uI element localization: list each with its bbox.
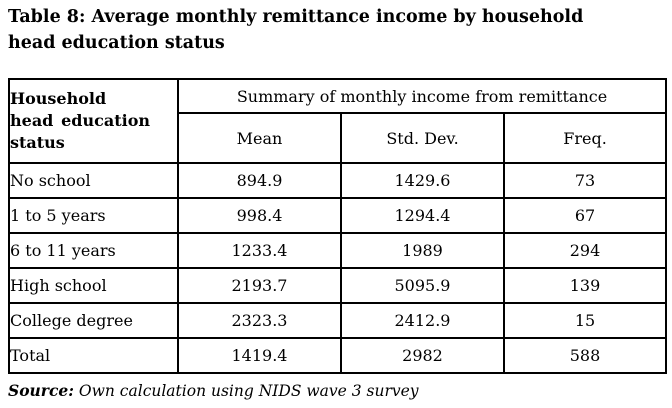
row-label: No school [8,162,179,199]
freq-value: 294 [502,232,668,269]
std-dev-value: 1989 [340,232,505,269]
mean-value: 894.9 [177,162,342,199]
table-title: Table 8: Average monthly remittance inco… [8,7,584,53]
table-row: No school 894.9 1429.6 73 [8,162,668,199]
col-header-mean: Mean [177,112,342,164]
row-label: Total [8,337,179,374]
row-header-label: Household head education status [10,89,150,152]
std-dev-value: 2982 [340,337,505,374]
row-label: 1 to 5 years [8,197,179,234]
header-row-group: Household head education status Summary … [8,78,668,164]
table-row: 1 to 5 years 998.4 1294.4 67 [8,197,668,234]
table-row: High school 2193.7 5095.9 139 [8,267,668,304]
source-text: Own calculation using NIDS wave 3 survey [74,382,419,400]
std-dev-value: 2412.9 [340,302,505,339]
mean-value: 2193.7 [177,267,342,304]
table-row: College degree 2323.3 2412.9 15 [8,302,668,339]
freq-value: 139 [502,267,668,304]
std-dev-value: 1294.4 [340,197,505,234]
table-row-total: Total 1419.4 2982 588 [8,337,668,374]
group-header-cell: Summary of monthly income from remittanc… [176,78,668,114]
row-label: College degree [8,302,179,339]
mean-value: 1419.4 [177,337,342,374]
mean-value: 2323.3 [177,302,342,339]
mean-value: 998.4 [177,197,342,234]
freq-value: 15 [502,302,668,339]
row-label: High school [8,267,179,304]
remittance-table: Household head education status Summary … [8,78,668,374]
freq-value: 67 [502,197,668,234]
header-row-columns: Mean Std. Dev. Freq. [9,112,668,164]
freq-value: 73 [502,162,668,199]
std-dev-value: 5095.9 [340,267,505,304]
std-dev-value: 1429.6 [340,162,505,199]
row-label: 6 to 11 years [8,232,179,269]
source-label: Source: [8,381,74,400]
col-header-std-dev: Std. Dev. [340,112,505,164]
mean-value: 1233.4 [177,232,342,269]
table-row: 6 to 11 years 1233.4 1989 294 [8,232,668,269]
row-header-cell: Household head education status [8,78,179,164]
freq-value: 588 [502,337,668,374]
col-header-freq: Freq. [502,112,668,164]
source-note: Source: Own calculation using NIDS wave … [8,381,419,400]
